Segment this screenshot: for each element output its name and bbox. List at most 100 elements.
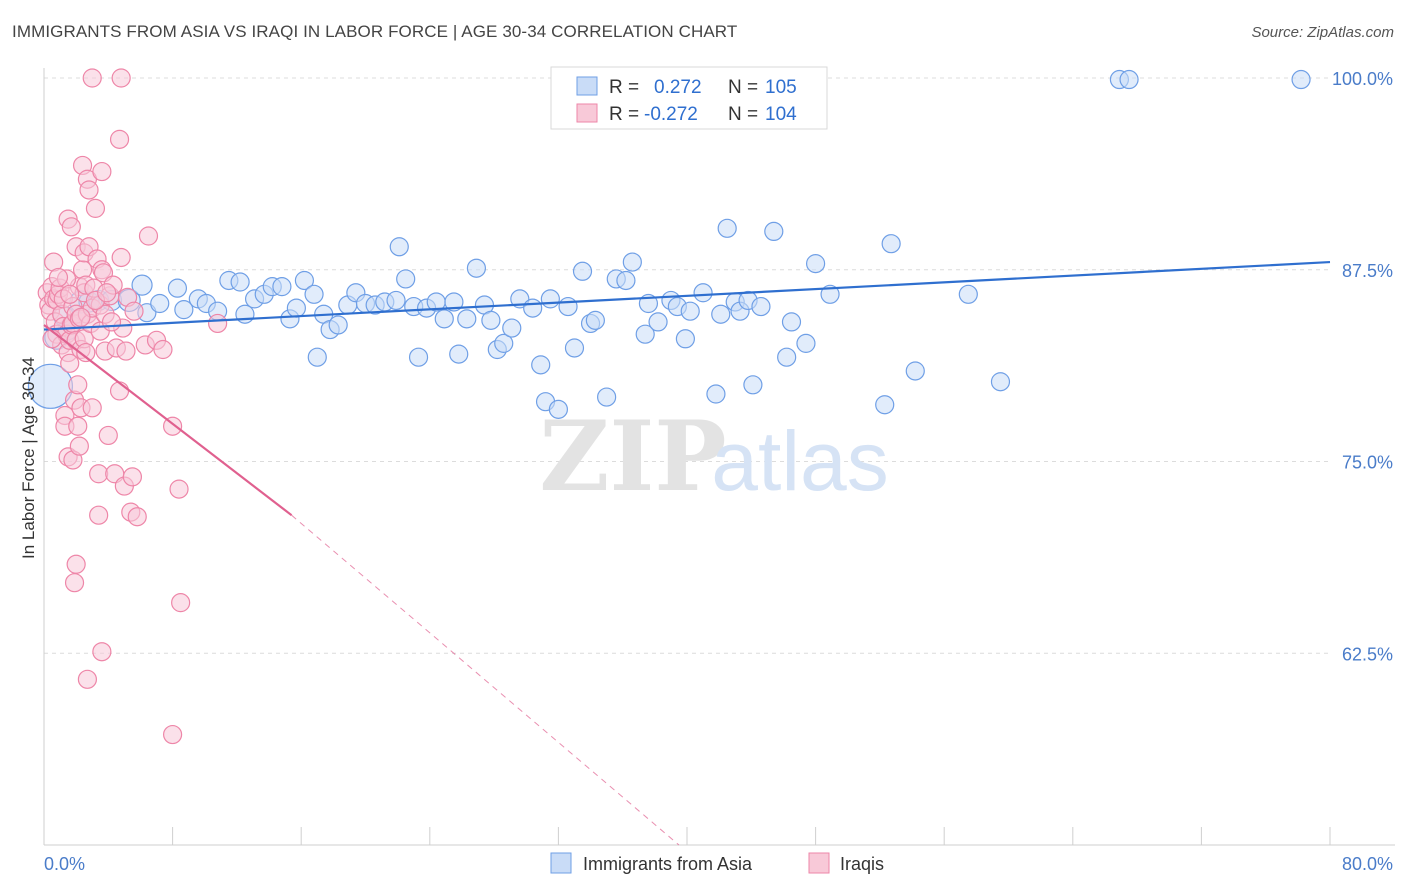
iraqis-point: [68, 416, 88, 436]
top-legend: R = 0.272 N = 105 R = -0.272 N = 104: [550, 66, 828, 130]
bottom-legend-label-asia: Immigrants from Asia: [583, 854, 753, 874]
asia-point: [805, 254, 826, 274]
iraqis-point: [77, 669, 98, 689]
chart-title: IMMIGRANTS FROM ASIA VS IRAQI IN LABOR F…: [12, 22, 738, 41]
iraqis-point: [89, 505, 109, 525]
asia-point: [150, 293, 170, 314]
asia-point: [764, 221, 784, 241]
iraqis-point: [127, 507, 147, 527]
iraqis-point: [111, 68, 131, 88]
legend-n-label-iraqis: N =: [728, 104, 758, 125]
asia-point: [1291, 69, 1311, 90]
iraqis-point: [92, 161, 112, 182]
bottom-legend-label-iraqis: Iraqis: [840, 854, 884, 874]
asia-point: [635, 324, 655, 344]
watermark-zip: ZIP: [539, 400, 726, 513]
grid-layer: [44, 77, 1330, 654]
iraqis-point: [69, 436, 89, 456]
iraqis-point: [64, 573, 85, 593]
legend-swatch-iraqis: [576, 103, 598, 123]
iraqis-point: [85, 198, 106, 218]
points-layer: [27, 68, 1311, 745]
legend-n-value-iraqis: 104: [765, 104, 797, 125]
asia-point: [548, 399, 569, 419]
y-tick-label: 87.5%: [1342, 261, 1393, 281]
asia-point: [1119, 69, 1139, 90]
iraqis-point: [71, 307, 91, 327]
iraqis-point: [82, 398, 102, 418]
legend-swatch-asia: [576, 76, 598, 96]
iraqis-point: [92, 642, 112, 662]
asia-point: [711, 304, 731, 324]
asia-point: [597, 387, 617, 407]
asia-point: [466, 258, 487, 278]
legend-n-value-asia: 105: [765, 77, 797, 98]
iraqis-point: [153, 339, 173, 360]
y-tick-label: 100.0%: [1332, 69, 1393, 89]
iraqis-point: [68, 375, 88, 395]
asia-point: [905, 361, 925, 381]
legend-r-label-asia: R =: [609, 77, 639, 98]
asia-point: [616, 270, 636, 291]
legend-r-value-asia: 0.272: [654, 77, 702, 98]
asia-point: [558, 296, 578, 317]
asia-point: [502, 318, 522, 338]
trend-layer: [43, 260, 1331, 846]
asia-point: [717, 218, 737, 238]
asia-point: [820, 284, 840, 304]
asia-point: [444, 292, 464, 312]
asia-point: [523, 298, 543, 318]
legend-r-label-iraqis: R =: [609, 104, 639, 125]
watermark-atlas: atlas: [711, 414, 888, 508]
asia-point: [680, 301, 700, 321]
asia-point: [531, 355, 551, 375]
iraqis-trend-line: [43, 324, 293, 517]
asia-point: [328, 315, 348, 335]
asia-point: [781, 312, 802, 332]
iraqis-point: [163, 416, 183, 436]
asia-point: [235, 304, 255, 324]
asia-point: [304, 284, 324, 304]
asia-point: [796, 333, 816, 353]
x-tick-label: 80.0%: [1342, 854, 1393, 874]
iraqis-point: [169, 479, 189, 499]
iraqis-point: [82, 68, 102, 88]
y-axis-label: In Labor Force | Age 30-34: [19, 357, 38, 559]
iraqis-point: [66, 554, 86, 574]
asia-point: [494, 333, 514, 353]
asia-point: [449, 344, 469, 364]
asia-point: [434, 309, 454, 329]
asia-point: [958, 284, 978, 304]
bottom-legend-swatch-iraqis: [808, 852, 830, 874]
asia-point: [706, 384, 726, 404]
asia-point: [622, 252, 642, 272]
asia-point: [693, 283, 713, 303]
asia-point: [457, 309, 477, 329]
asia-point: [540, 289, 560, 309]
asia-point: [386, 290, 406, 311]
source-label: Source: ZipAtlas.com: [1251, 24, 1394, 41]
iraqis-point: [124, 301, 144, 321]
asia-point: [174, 300, 194, 320]
asia-point: [648, 312, 668, 332]
iraqis-point: [60, 284, 80, 304]
asia-point: [294, 270, 315, 291]
asia-point: [481, 310, 501, 330]
iraqis-point: [89, 464, 109, 484]
y-tick-label: 62.5%: [1342, 644, 1393, 664]
asia-point: [585, 310, 605, 330]
asia-point: [396, 269, 416, 289]
iraqis-point: [208, 313, 228, 334]
bottom-legend-swatch-asia: [550, 852, 572, 874]
asia-point: [272, 277, 292, 297]
asia-trend-line: [43, 260, 1331, 331]
iraqis-point: [76, 342, 96, 363]
asia-point: [564, 338, 585, 358]
y-tick-label: 75.0%: [1342, 453, 1393, 473]
iraqis-point: [163, 724, 183, 745]
iraqis-point: [61, 217, 81, 237]
asia-point: [675, 329, 695, 349]
iraqis-point: [48, 267, 69, 288]
iraqis-point: [97, 283, 117, 303]
